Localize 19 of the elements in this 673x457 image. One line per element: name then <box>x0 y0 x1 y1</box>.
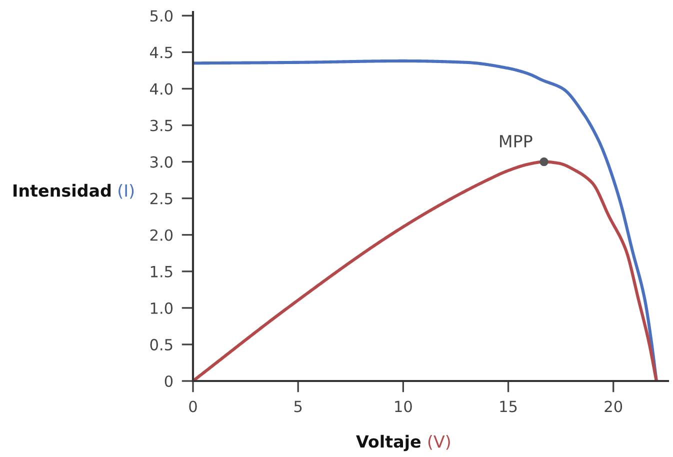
x-tick-label: 15 <box>500 400 517 412</box>
x-tick-label: 20 <box>604 400 622 412</box>
y-tick-label: 1.0 <box>150 302 173 314</box>
x-axis-title: Voltaje (V) <box>356 434 450 452</box>
x-tick-label: 5 <box>294 400 302 412</box>
y-tick-label: 3.0 <box>150 156 173 168</box>
y-tick-label: 5.0 <box>150 10 173 22</box>
y-tick-label: 0.5 <box>150 338 172 350</box>
x-tick-label: 10 <box>395 400 412 412</box>
y-tick-label: 1.5 <box>150 266 172 278</box>
y-tick-label: 2.0 <box>150 229 173 241</box>
y-tick-label: 0 <box>164 375 173 388</box>
y-tick-label: 4.5 <box>150 46 172 58</box>
y-tick-label: 3.5 <box>150 120 172 132</box>
y-tick-label: 2.5 <box>150 192 172 204</box>
y-tick-label: 4.0 <box>150 83 173 95</box>
annotation: MPP <box>500 135 532 148</box>
y-axis-title: Intensidad (I) <box>14 184 134 199</box>
x-tick-label: 0 <box>189 400 197 412</box>
